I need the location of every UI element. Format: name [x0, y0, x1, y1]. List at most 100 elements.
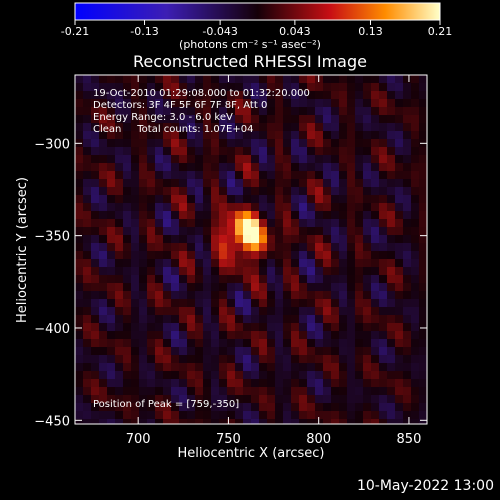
- heatmap-cell: [275, 203, 284, 212]
- heatmap-cell: [147, 163, 156, 172]
- heatmap-cell: [331, 107, 340, 116]
- heatmap-cell: [163, 75, 172, 84]
- heatmap-cell: [291, 371, 300, 380]
- heatmap-cell: [99, 315, 108, 324]
- heatmap-cell: [195, 195, 204, 204]
- heatmap-cell: [115, 331, 124, 340]
- heatmap-cell: [195, 147, 204, 156]
- heatmap-cell: [139, 275, 148, 284]
- heatmap-cell: [259, 283, 268, 292]
- heatmap-cell: [211, 131, 220, 140]
- heatmap-cell: [147, 123, 156, 132]
- heatmap-cell: [171, 251, 180, 260]
- heatmap-cell: [123, 195, 132, 204]
- heatmap-cell: [131, 115, 140, 124]
- heatmap-cell: [403, 75, 412, 84]
- heatmap-cell: [83, 235, 92, 244]
- heatmap-cell: [395, 315, 404, 324]
- heatmap-cell: [387, 267, 396, 276]
- heatmap-cell: [339, 363, 348, 372]
- heatmap-cell: [299, 259, 308, 268]
- heatmap-cell: [419, 219, 427, 228]
- heatmap-cell: [139, 107, 148, 116]
- heatmap-cell: [315, 323, 324, 332]
- heatmap-cell: [347, 299, 356, 308]
- heatmap-cell: [347, 275, 356, 284]
- heatmap-cell: [291, 203, 300, 212]
- heatmap-cell: [307, 211, 316, 220]
- heatmap-cell: [187, 387, 196, 396]
- heatmap-cell: [419, 83, 427, 92]
- heatmap-cell: [115, 323, 124, 332]
- heatmap-cell: [155, 139, 164, 148]
- heatmap-cell: [83, 347, 92, 356]
- heatmap-cell: [179, 291, 188, 300]
- heatmap-cell: [347, 347, 356, 356]
- heatmap-cell: [187, 347, 196, 356]
- heatmap-cell: [115, 131, 124, 140]
- heatmap-cell: [75, 371, 84, 380]
- heatmap-cell: [83, 131, 92, 140]
- heatmap-cell: [227, 243, 236, 252]
- heatmap-cell: [99, 331, 108, 340]
- heatmap-cell: [91, 395, 100, 404]
- heatmap-cell: [395, 139, 404, 148]
- heatmap-cell: [211, 347, 220, 356]
- heatmap-cell: [227, 347, 236, 356]
- heatmap-cell: [291, 123, 300, 132]
- heatmap-cell: [419, 275, 427, 284]
- heatmap-cell: [251, 91, 260, 100]
- heatmap-cell: [339, 403, 348, 412]
- heatmap-cell: [355, 147, 364, 156]
- heatmap-cell: [155, 83, 164, 92]
- heatmap-cell: [411, 403, 420, 412]
- heatmap-cell: [323, 171, 332, 180]
- heatmap-cell: [243, 75, 252, 84]
- heatmap-cell: [227, 275, 236, 284]
- heatmap-cell: [203, 75, 212, 84]
- heatmap-cell: [267, 83, 276, 92]
- heatmap-cell: [379, 299, 388, 308]
- heatmap-cell: [219, 307, 228, 316]
- heatmap-cell: [187, 235, 196, 244]
- heatmap-cell: [355, 163, 364, 172]
- heatmap-cell: [379, 395, 388, 404]
- heatmap-cell: [347, 339, 356, 348]
- heatmap-cell: [219, 339, 228, 348]
- heatmap-cell: [355, 331, 364, 340]
- heatmap-cell: [211, 211, 220, 220]
- heatmap-cell: [187, 179, 196, 188]
- heatmap-cell: [379, 179, 388, 188]
- heatmap-cell: [355, 99, 364, 108]
- heatmap-cell: [155, 91, 164, 100]
- heatmap-cell: [123, 131, 132, 140]
- heatmap-cell: [339, 83, 348, 92]
- heatmap-cell: [187, 403, 196, 412]
- heatmap-cell: [75, 115, 84, 124]
- heatmap-cell: [331, 299, 340, 308]
- heatmap-cell: [147, 403, 156, 412]
- heatmap-cell: [91, 139, 100, 148]
- heatmap-cell: [363, 283, 372, 292]
- heatmap-cell: [187, 83, 196, 92]
- heatmap-cell: [243, 107, 252, 116]
- heatmap-cell: [131, 227, 140, 236]
- heatmap-cell: [83, 163, 92, 172]
- heatmap-cell: [235, 371, 244, 380]
- heatmap-cell: [291, 355, 300, 364]
- heatmap-cell: [355, 211, 364, 220]
- heatmap-cell: [323, 75, 332, 84]
- heatmap-cell: [371, 267, 380, 276]
- heatmap-cell: [371, 115, 380, 124]
- heatmap-cell: [275, 123, 284, 132]
- heatmap-cell: [411, 155, 420, 164]
- heatmap-cell: [139, 139, 148, 148]
- heatmap-cell: [195, 387, 204, 396]
- heatmap-cell: [219, 227, 228, 236]
- heatmap-cell: [187, 251, 196, 260]
- heatmap-cell: [203, 155, 212, 164]
- heatmap-cell: [195, 211, 204, 220]
- heatmap-cell: [115, 419, 124, 424]
- heatmap-cell: [203, 331, 212, 340]
- heatmap-cell: [227, 419, 236, 424]
